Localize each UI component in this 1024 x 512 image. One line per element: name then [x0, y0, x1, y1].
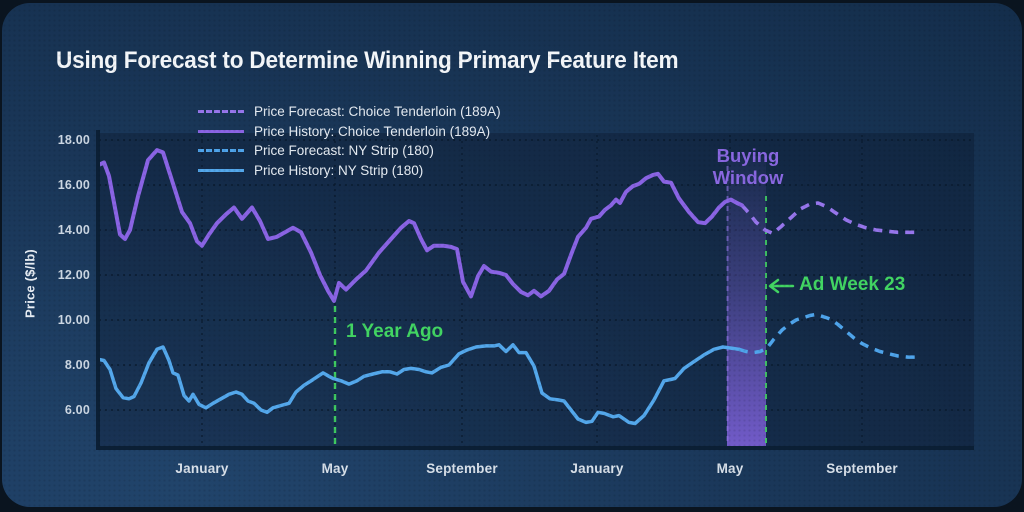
x-tick-label: May — [321, 461, 349, 476]
dashed-line-swatch — [198, 149, 244, 153]
page-title: Using Forecast to Determine Winning Prim… — [56, 47, 679, 74]
legend-label: Price Forecast: NY Strip (180) — [254, 143, 434, 159]
y-tick-label: 18.00 — [57, 133, 90, 147]
x-tick-label: January — [175, 461, 229, 476]
y-tick-label: 12.00 — [57, 268, 90, 282]
series-price-forecast-choice-tenderloin-189a- — [740, 201, 920, 236]
solid-line-swatch — [198, 168, 244, 172]
series-price-history-ny-strip-180- — [97, 343, 741, 426]
legend-label: Price History: Choice Tenderloin (189A) — [254, 123, 491, 139]
legend-item-history-tenderloin: Price History: Choice Tenderloin (189A) — [198, 122, 501, 142]
chart-card: Using Forecast to Determine Winning Prim… — [2, 3, 1022, 507]
legend-item-forecast-tenderloin: Price Forecast: Choice Tenderloin (189A) — [198, 102, 501, 122]
y-tick-label: 14.00 — [57, 223, 90, 237]
y-tick-label: 16.00 — [57, 178, 90, 192]
series-price-forecast-ny-strip-180- — [738, 312, 920, 359]
x-tick-label: September — [826, 461, 898, 476]
ad-week-arrow-icon — [768, 278, 795, 294]
price-chart — [2, 3, 1022, 507]
annotation-buying-window: Buying Window — [712, 145, 784, 188]
legend-label: Price Forecast: Choice Tenderloin (189A) — [254, 104, 501, 120]
legend-label: Price History: NY Strip (180) — [254, 162, 424, 178]
chart-canvas — [96, 130, 974, 450]
y-tick-label: 6.00 — [64, 403, 90, 417]
x-tick-label: January — [570, 461, 624, 476]
dashed-line-swatch — [198, 110, 244, 114]
y-tick-label: 8.00 — [64, 358, 90, 372]
y-axis-title: Price ($/lb) — [22, 249, 38, 318]
legend-item-history-nystrip: Price History: NY Strip (180) — [198, 161, 501, 181]
solid-line-swatch — [198, 129, 244, 133]
y-tick-label: 10.00 — [57, 313, 90, 327]
x-tick-label: September — [426, 461, 498, 476]
annotation-ad-week-23: Ad Week 23 — [799, 274, 906, 295]
buying-window-band — [727, 156, 766, 448]
annotation-one-year-ago: 1 Year Ago — [346, 321, 444, 342]
x-tick-label: May — [716, 461, 744, 476]
series-price-history-choice-tenderloin-189a- — [97, 148, 744, 303]
legend-item-forecast-nystrip: Price Forecast: NY Strip (180) — [198, 141, 501, 161]
chart-legend: Price Forecast: Choice Tenderloin (189A)… — [198, 102, 501, 180]
